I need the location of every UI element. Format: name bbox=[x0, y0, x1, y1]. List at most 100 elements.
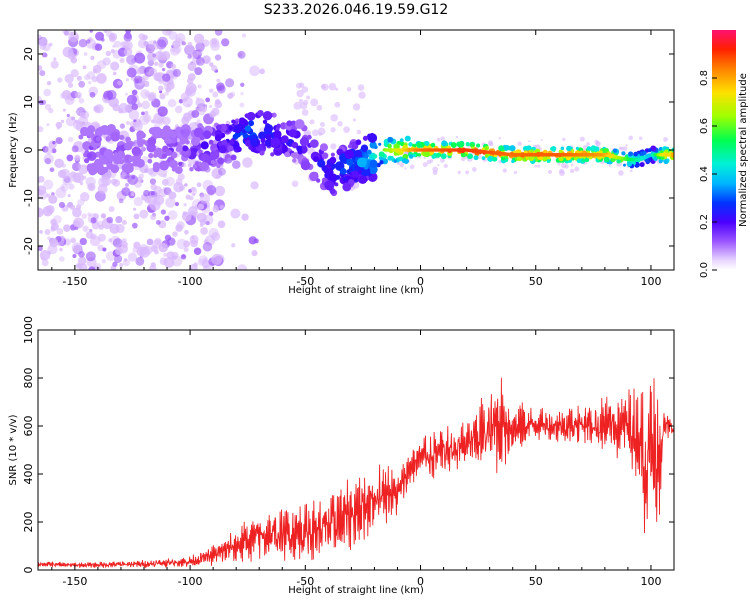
noise-blob bbox=[57, 169, 67, 178]
noise-blob bbox=[164, 215, 170, 221]
ridge-blob bbox=[287, 139, 293, 145]
x-tick-label: -100 bbox=[178, 575, 203, 588]
ridge-blob bbox=[647, 148, 652, 153]
ridge-blob bbox=[169, 159, 178, 169]
noise-blob bbox=[101, 259, 106, 264]
noise-blob bbox=[100, 38, 105, 42]
noise-blob bbox=[93, 213, 100, 219]
noise-blob bbox=[119, 123, 126, 129]
noise-blob bbox=[171, 251, 179, 260]
ridge-blob bbox=[498, 145, 505, 152]
snr-x-label: Height of straight line (km) bbox=[288, 585, 424, 596]
ridge-blob bbox=[558, 149, 563, 154]
noise-blob bbox=[214, 54, 222, 61]
noise-blob bbox=[102, 247, 107, 252]
noise-blob bbox=[60, 119, 65, 123]
ridge-blob bbox=[97, 129, 102, 134]
noise-blob bbox=[108, 205, 115, 213]
noise-blob bbox=[125, 78, 130, 82]
noise-blob bbox=[72, 207, 82, 218]
noise-blob bbox=[159, 257, 168, 266]
ridge-blob bbox=[317, 159, 326, 168]
noise-blob bbox=[162, 116, 171, 126]
snr-x-axis: -150 -100 -50 0 50 100 bbox=[51, 330, 675, 588]
noise-blob bbox=[422, 162, 428, 168]
noise-blob bbox=[187, 41, 193, 47]
noise-blob bbox=[138, 39, 148, 49]
ridge-blob bbox=[393, 143, 399, 150]
noise-blob bbox=[38, 65, 43, 71]
ridge-blob bbox=[362, 135, 368, 141]
spectrogram-plot-area bbox=[38, 30, 674, 270]
noise-blob bbox=[126, 67, 137, 78]
ridge-blob bbox=[233, 123, 243, 134]
noise-blob bbox=[334, 87, 339, 91]
noise-blob bbox=[209, 104, 213, 108]
ridge-blob bbox=[242, 132, 249, 139]
ridge-blob bbox=[139, 132, 146, 139]
ridge-blob bbox=[215, 124, 222, 131]
noise-blob bbox=[237, 50, 246, 59]
colorbar: 0.0 0.2 0.4 0.6 0.8 Normalized spectral ampl… bbox=[699, 30, 749, 278]
noise-blob bbox=[502, 168, 507, 173]
noise-blob bbox=[50, 60, 59, 69]
noise-blob bbox=[90, 55, 95, 61]
noise-blob bbox=[182, 112, 192, 122]
noise-blob bbox=[51, 226, 55, 230]
ridge-blob bbox=[422, 150, 429, 157]
noise-blob bbox=[44, 146, 53, 155]
ridge-blob bbox=[110, 131, 121, 142]
ridge-blob bbox=[170, 151, 178, 159]
noise-blob bbox=[197, 84, 202, 89]
noise-blob bbox=[437, 163, 440, 167]
noise-blob bbox=[112, 179, 121, 187]
noise-blob bbox=[68, 31, 79, 43]
ridge-blob bbox=[387, 155, 393, 161]
noise-blob bbox=[124, 258, 128, 262]
noise-blob bbox=[183, 240, 191, 248]
noise-blob bbox=[192, 211, 200, 219]
noise-blob bbox=[123, 47, 133, 57]
noise-blob bbox=[225, 78, 235, 88]
noise-blob bbox=[42, 206, 53, 217]
noise-blob bbox=[301, 86, 309, 93]
ridge-blob bbox=[355, 139, 362, 146]
x-tick-label: -50 bbox=[296, 575, 314, 588]
ridge-blob bbox=[468, 154, 473, 159]
colorbar-label: Normalized spectral amplitude bbox=[738, 73, 749, 227]
ridge-blob bbox=[356, 157, 367, 168]
noise-blob bbox=[124, 31, 132, 39]
noise-blob bbox=[537, 164, 541, 168]
ridge-blob bbox=[125, 164, 134, 173]
noise-blob bbox=[143, 189, 150, 197]
y-tick-label: 800 bbox=[22, 368, 35, 389]
noise-blob bbox=[112, 238, 123, 248]
x-tick-label: 50 bbox=[529, 575, 543, 588]
noise-blob bbox=[357, 84, 365, 91]
noise-blob bbox=[440, 158, 445, 163]
noise-blob bbox=[293, 101, 302, 110]
noise-blob bbox=[579, 136, 585, 142]
y-tick-label: 20 bbox=[22, 47, 35, 61]
noise-blob bbox=[200, 105, 208, 113]
noise-blob bbox=[231, 243, 236, 248]
noise-blob bbox=[67, 82, 74, 88]
noise-blob bbox=[337, 121, 343, 127]
ridge-blob bbox=[106, 162, 114, 170]
noise-blob bbox=[140, 89, 150, 99]
ridge-blob bbox=[369, 141, 377, 149]
noise-blob bbox=[210, 65, 218, 72]
noise-blob bbox=[137, 102, 143, 108]
noise-blob bbox=[158, 52, 167, 61]
ridge-blob bbox=[200, 153, 211, 163]
ridge-blob bbox=[398, 156, 404, 162]
ridge-blob bbox=[639, 162, 645, 168]
ridge-blob bbox=[351, 170, 359, 179]
noise-blob bbox=[127, 252, 138, 262]
ridge-blob bbox=[197, 123, 203, 129]
noise-blob bbox=[79, 181, 84, 186]
noise-blob bbox=[103, 30, 108, 33]
noise-blob bbox=[317, 127, 326, 136]
ridge-blob bbox=[412, 153, 417, 158]
ridge-blob bbox=[400, 138, 404, 142]
